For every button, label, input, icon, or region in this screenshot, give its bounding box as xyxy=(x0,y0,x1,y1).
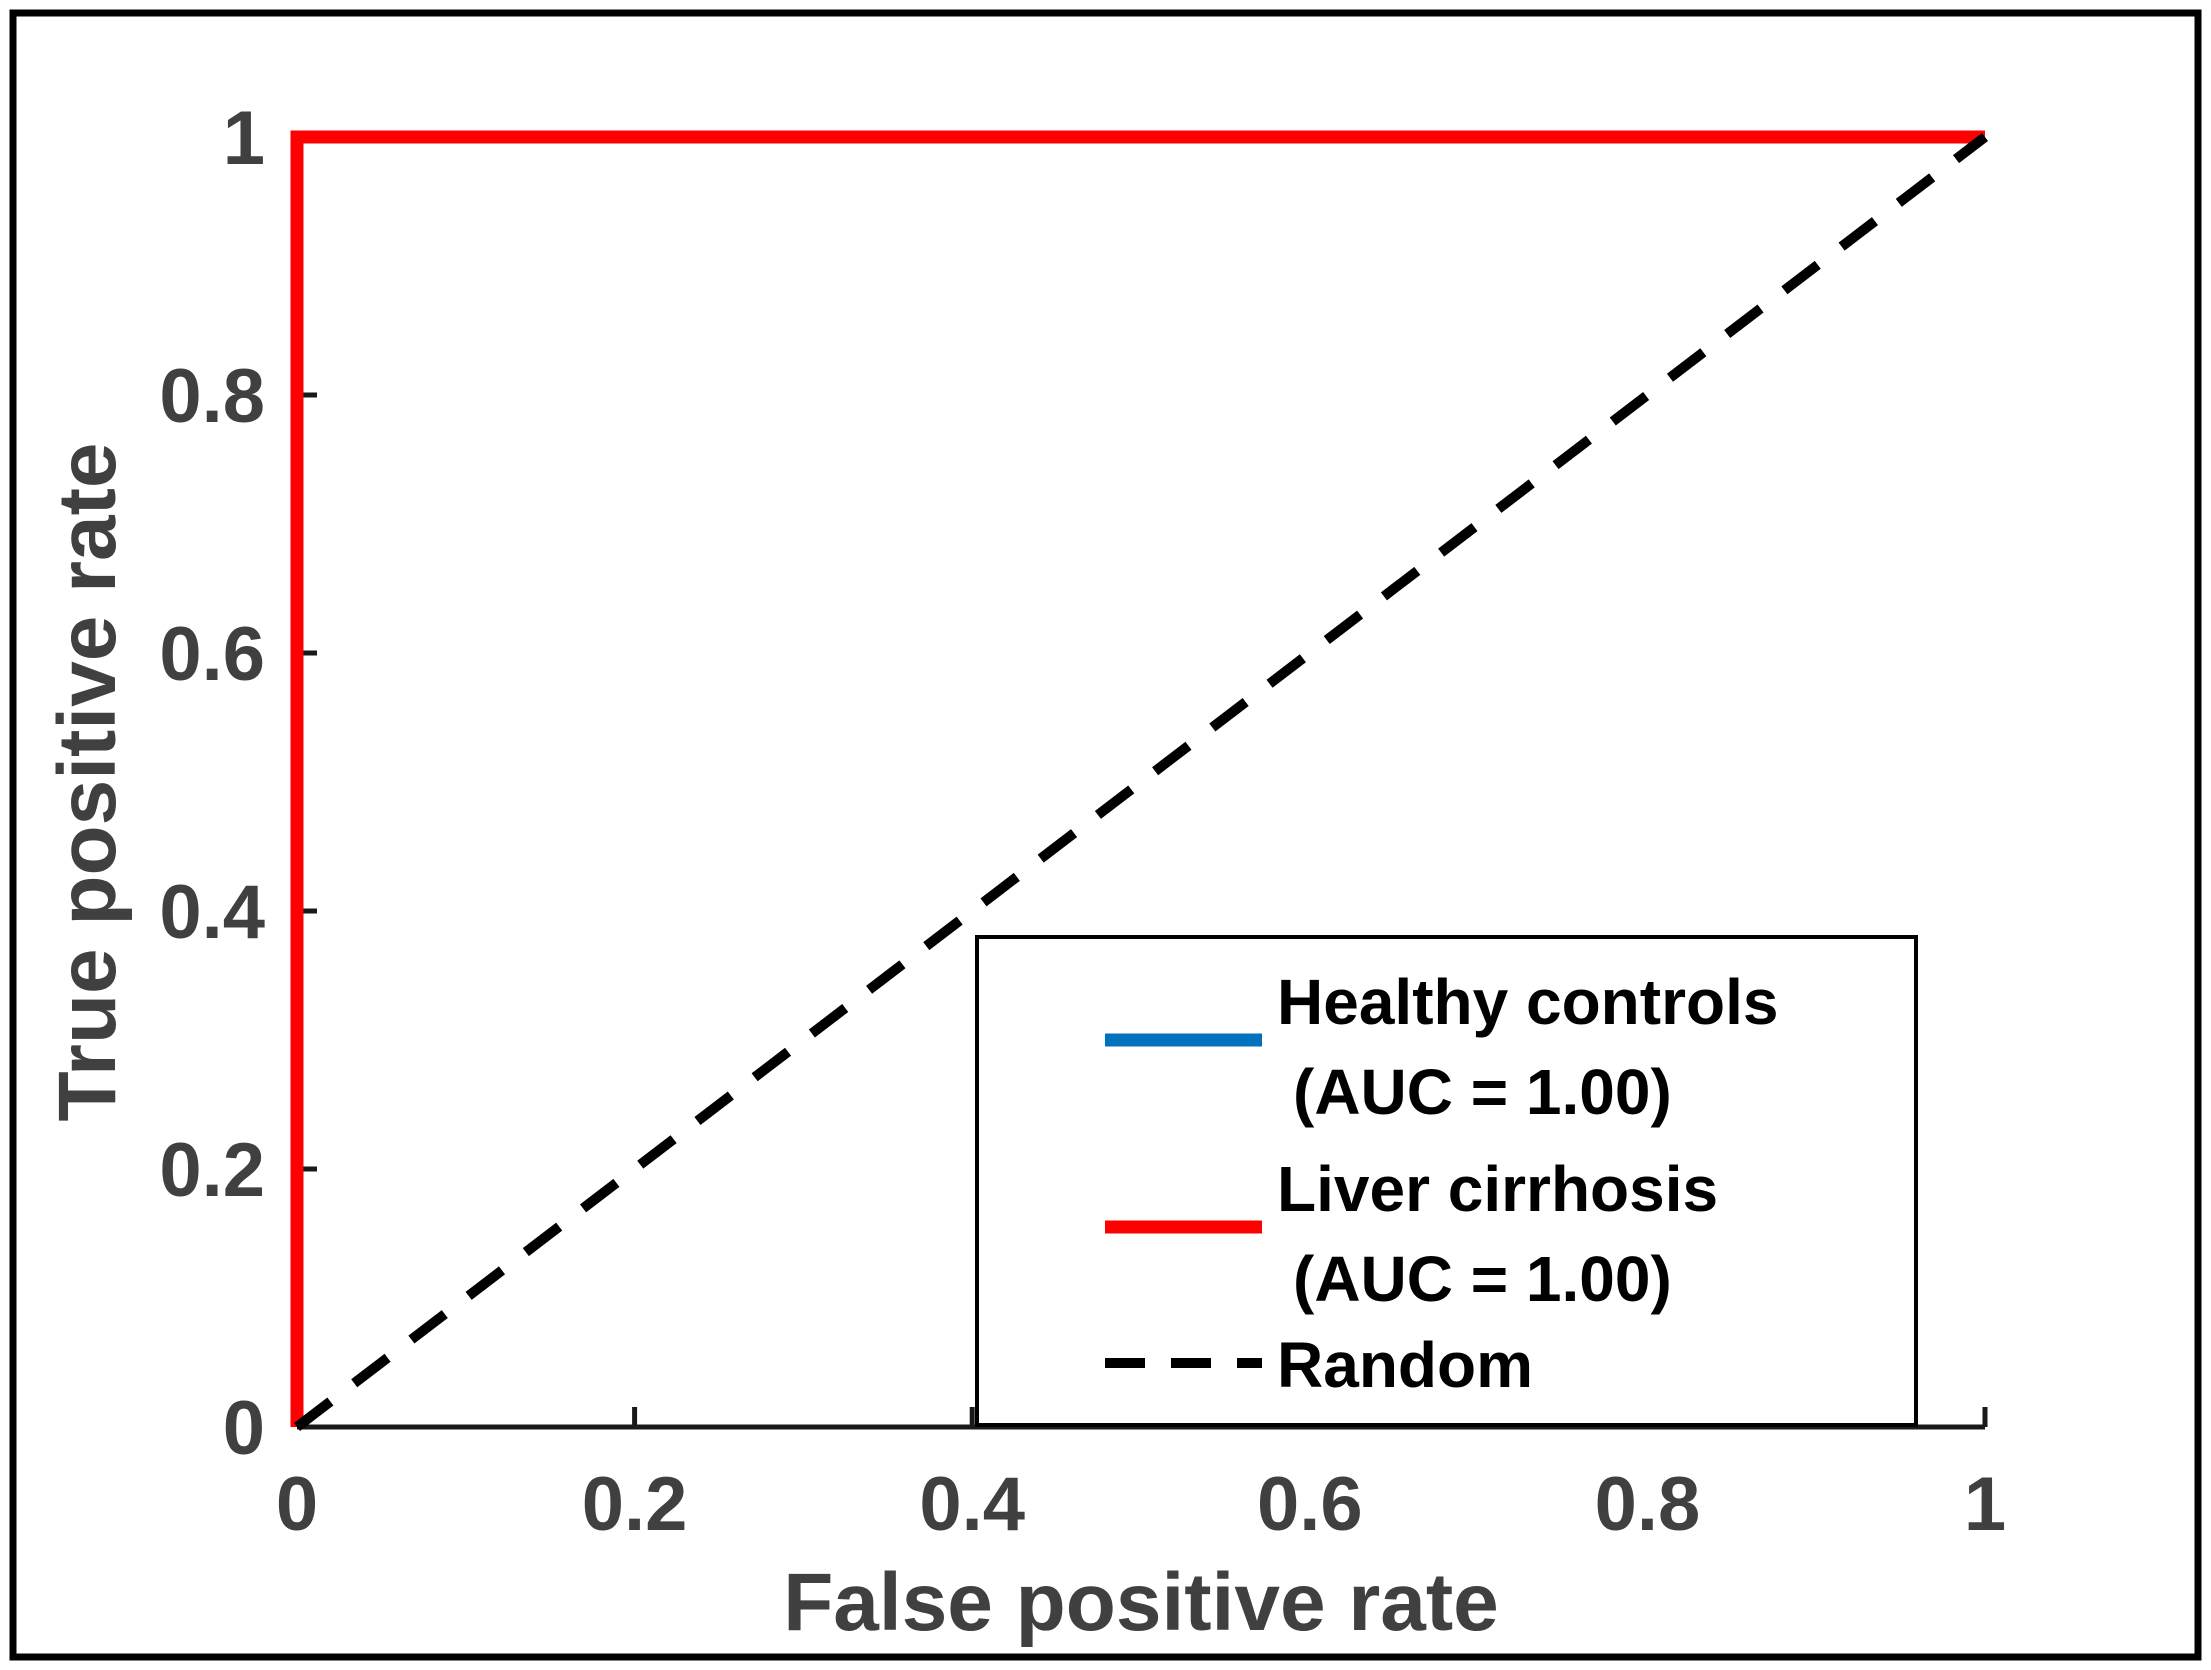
axis-text-layer: 0 0.2 0.4 0.6 0.8 1 0 0.2 0.4 0.6 0.8 1 False positi… xyxy=(42,96,2006,1648)
y-tick-label: 0.2 xyxy=(159,1128,265,1213)
x-axis-title: False positive rate xyxy=(783,1557,1499,1648)
legend-label-line2: (AUC = 1.00) xyxy=(1293,1056,1672,1128)
x-tick-label: 0.6 xyxy=(1257,1462,1363,1547)
x-tick-label: 1 xyxy=(1964,1462,2006,1547)
x-tick-label: 0.8 xyxy=(1595,1462,1701,1547)
legend-label: Liver cirrhosis xyxy=(1277,1153,1718,1225)
y-tick-label: 0.4 xyxy=(159,870,265,955)
y-tick-label: 0.8 xyxy=(159,354,265,439)
legend-entry: Random xyxy=(1105,1329,1533,1401)
legend-label-line2: (AUC = 1.00) xyxy=(1293,1243,1672,1315)
series-liver-cirrhosis-auc-1-00 xyxy=(290,130,1985,1427)
x-tick-label: 0.2 xyxy=(582,1462,688,1547)
x-tick-label: 0 xyxy=(276,1462,318,1547)
legend-label: Healthy controls xyxy=(1277,966,1778,1038)
figure-border xyxy=(9,9,2202,1661)
y-tick-label: 1 xyxy=(223,96,265,181)
legend-entry: Healthy controls (AUC = 1.00) xyxy=(1105,966,1778,1128)
y-tick-label: 0 xyxy=(223,1386,265,1471)
legend: Healthy controls(AUC = 1.00)Liver cirrho… xyxy=(975,935,1918,1427)
legend-label: Random xyxy=(1277,1329,1533,1401)
legend-entry: Liver cirrhosis (AUC = 1.00) xyxy=(1105,1153,1718,1315)
y-axis-title: True positive rate xyxy=(42,442,133,1121)
y-tick-label: 0.6 xyxy=(159,612,265,697)
x-tick-label: 0.4 xyxy=(919,1462,1025,1547)
legend-box xyxy=(975,935,1918,1427)
series-layer xyxy=(290,130,1989,1431)
